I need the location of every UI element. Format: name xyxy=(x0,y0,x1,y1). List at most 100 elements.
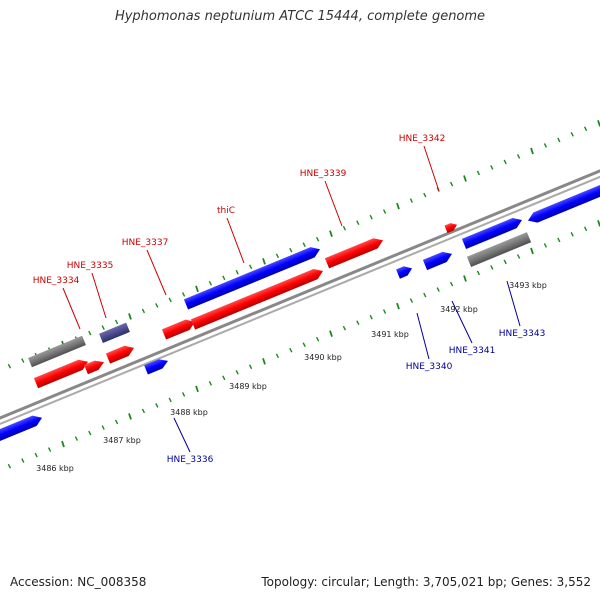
inner-tick xyxy=(262,358,266,365)
inner-tick xyxy=(235,370,239,375)
inner-tick xyxy=(222,375,226,381)
inner-tick xyxy=(74,436,79,441)
outer-tick xyxy=(463,175,467,182)
inner-tick xyxy=(409,298,414,303)
inner-tick xyxy=(128,413,132,420)
reverse-gene xyxy=(144,359,168,375)
backbone-line xyxy=(0,175,600,426)
callout-line xyxy=(146,249,167,296)
inner-tick xyxy=(570,232,574,237)
gene-label-hne-3336: HNE_3336 xyxy=(167,455,214,465)
kbp-label: 3493 kbp xyxy=(509,281,547,290)
callout-line xyxy=(416,312,430,360)
gene-label-hne-3340: HNE_3340 xyxy=(406,362,453,372)
outer-tick xyxy=(329,230,333,237)
genome-backbone xyxy=(0,169,600,426)
gene-label-hne-3335: HNE_3335 xyxy=(67,261,114,271)
outer-tick xyxy=(195,285,199,293)
reverse-gene xyxy=(528,183,600,223)
outer-tick xyxy=(342,225,347,231)
forward-gene xyxy=(105,345,134,364)
inner-tick xyxy=(47,447,52,452)
callout-line xyxy=(451,300,473,344)
outer-tick xyxy=(101,325,105,330)
callout-line xyxy=(324,180,343,227)
inner-tick xyxy=(329,330,333,337)
outer-tick xyxy=(570,132,574,137)
outer-tick xyxy=(530,147,534,155)
inner-tick xyxy=(356,320,360,325)
kbp-label: 3488 kbp xyxy=(170,408,208,417)
callout-line xyxy=(423,145,440,192)
outer-tick xyxy=(382,209,387,214)
outer-tick xyxy=(490,165,494,170)
inner-tick xyxy=(21,458,25,463)
outer-tick xyxy=(168,297,172,303)
gene-label-hne-3334: HNE_3334 xyxy=(33,276,80,286)
inner-tick xyxy=(114,419,119,425)
outer-tick xyxy=(114,319,119,325)
outer-tick xyxy=(289,247,293,253)
inner-tick xyxy=(396,302,400,310)
inner-tick xyxy=(436,287,440,292)
inner-tick xyxy=(503,259,507,265)
kbp-scale-labels: 3486 kbp 3487 kbp 3488 kbp 3489 kbp 3490 kbp… xyxy=(36,281,547,473)
outer-tick xyxy=(516,154,521,159)
outer-tick xyxy=(275,253,280,259)
gene-features xyxy=(0,183,600,444)
inner-tick xyxy=(382,309,387,314)
outer-tick xyxy=(248,264,253,270)
inner-tick xyxy=(516,254,521,259)
outer-tick xyxy=(141,308,146,314)
accession-label: Accession: NC_008358 xyxy=(10,575,147,589)
reverse-gene xyxy=(0,415,42,444)
reverse-gene xyxy=(461,218,523,250)
inner-tick xyxy=(248,364,253,370)
callout-line xyxy=(173,417,191,453)
inner-tick xyxy=(449,281,454,287)
forward-gene xyxy=(444,223,457,234)
outer-tick xyxy=(396,202,400,210)
inner-tick xyxy=(289,347,293,353)
inner-tick xyxy=(557,237,561,243)
inner-tick xyxy=(195,385,199,393)
outer-tick xyxy=(208,281,213,286)
outer-tick xyxy=(356,220,360,225)
kbp-label: 3492 kbp xyxy=(440,305,478,314)
kbp-label: 3490 kbp xyxy=(304,353,342,362)
outer-tick xyxy=(423,192,427,198)
inner-tick xyxy=(34,452,38,458)
gene-label-hne-3337: HNE_3337 xyxy=(122,238,169,248)
inner-tick xyxy=(7,463,12,469)
forward-gene xyxy=(84,360,105,375)
gene-callouts: HNE_3334 HNE_3335 HNE_3336 HNE_3337 thiC HNE_… xyxy=(33,134,546,465)
outer-tick xyxy=(449,181,454,187)
outer-tick xyxy=(476,170,481,176)
inner-tick xyxy=(302,342,306,348)
outer-tick xyxy=(88,330,92,336)
outer-tick xyxy=(7,363,12,369)
outer-tick xyxy=(222,275,226,281)
outer-tick xyxy=(262,258,266,265)
kbp-label: 3486 kbp xyxy=(36,464,74,473)
reverse-gene xyxy=(183,247,321,310)
reverse-gene xyxy=(396,266,413,279)
inner-tick xyxy=(490,265,494,270)
kbp-label: 3491 kbp xyxy=(371,330,409,339)
backbone-line xyxy=(0,169,600,420)
inner-tick xyxy=(583,226,588,232)
outer-tick xyxy=(128,313,132,320)
forward-gene xyxy=(33,359,88,389)
inner-tick xyxy=(369,314,373,320)
inner-tick xyxy=(141,408,146,414)
inner-tick xyxy=(423,292,427,298)
genome-summary: Topology: circular; Length: 3,705,021 bp… xyxy=(261,575,591,589)
outer-tick xyxy=(409,198,414,203)
inner-tick xyxy=(463,275,467,282)
inner-tick-marks xyxy=(7,220,600,469)
genome-title: Hyphomonas neptunium ATCC 15444, complet… xyxy=(114,9,486,24)
outer-tick xyxy=(557,137,561,143)
gene-label-hne-3339: HNE_3339 xyxy=(300,169,347,179)
callout-line xyxy=(62,287,81,330)
inner-tick xyxy=(315,336,320,342)
